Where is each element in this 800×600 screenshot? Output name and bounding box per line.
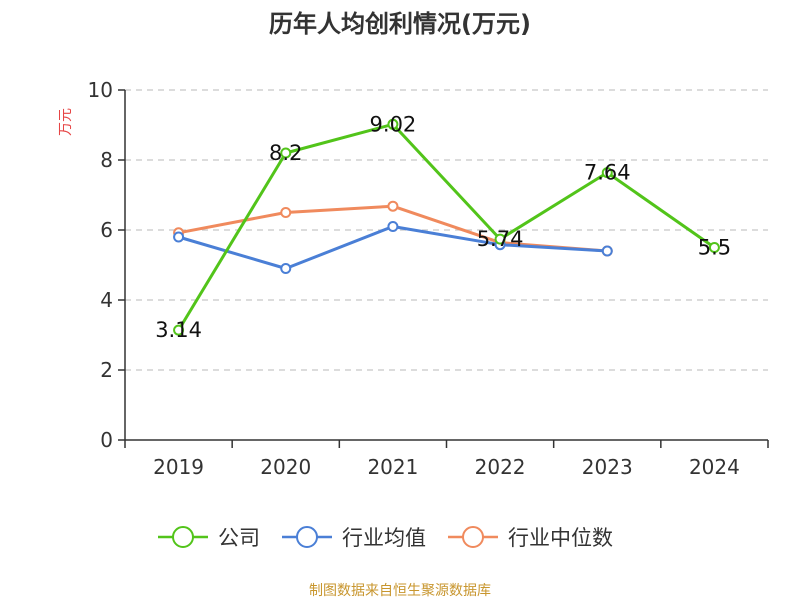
data-point[interactable] <box>387 200 399 212</box>
data-label: 5.74 <box>477 227 524 251</box>
legend-label: 公司 <box>218 526 260 550</box>
data-point[interactable] <box>387 118 399 130</box>
data-point[interactable] <box>173 231 185 243</box>
data-point[interactable] <box>387 221 399 232</box>
data-point[interactable] <box>601 245 613 257</box>
data-point[interactable] <box>708 242 720 253</box>
data-point[interactable] <box>280 207 292 218</box>
data-label: 5.5 <box>698 236 731 260</box>
legend-label: 行业中位数 <box>508 526 613 550</box>
y-tick-label: 2 <box>100 358 113 382</box>
legend: 公司 行业均值 行业中位数 <box>158 526 613 550</box>
data-point[interactable] <box>280 147 292 159</box>
data-label: 7.64 <box>584 161 631 185</box>
data-label: 9.02 <box>370 112 417 136</box>
series-line <box>177 122 716 332</box>
y-tick-label: 6 <box>100 218 113 242</box>
series-line <box>177 225 609 270</box>
series-layer <box>173 118 720 336</box>
y-tick-label: 10 <box>88 78 113 102</box>
x-tick-label: 2021 <box>367 455 418 479</box>
x-tick-label: 2020 <box>260 455 311 479</box>
x-tick-label: 2023 <box>582 455 633 479</box>
y-axis-label: 万元 <box>58 108 74 136</box>
y-tick-label: 4 <box>100 288 113 312</box>
legend-marker <box>172 526 194 548</box>
legend-marker <box>462 526 484 548</box>
data-point[interactable] <box>173 324 185 336</box>
x-tick-label: 2024 <box>689 455 740 479</box>
legend-item[interactable]: 行业中位数 <box>448 526 613 550</box>
grid <box>125 89 768 371</box>
data-labels: 3.14 8.2 9.02 5.74 7.64 5.5 <box>155 112 731 342</box>
data-point[interactable] <box>280 263 292 274</box>
data-point[interactable] <box>494 233 506 245</box>
data-label: 3.14 <box>155 318 202 342</box>
legend-label: 行业均值 <box>342 526 426 550</box>
axes: 0 2 4 6 8 10 2019 2020 2021 2022 2023 2024 <box>88 78 769 479</box>
y-tick-label: 0 <box>100 428 113 452</box>
source-note: 制图数据来自恒生聚源数据库 <box>309 583 491 599</box>
data-label: 8.2 <box>269 141 302 165</box>
chart-title: 历年人均创利情况(万元) <box>269 10 531 38</box>
x-tick-label: 2022 <box>475 455 526 479</box>
y-tick-label: 8 <box>100 148 113 172</box>
legend-item[interactable]: 公司 <box>158 526 260 550</box>
data-point[interactable] <box>601 167 613 179</box>
legend-marker <box>296 526 318 548</box>
legend-item[interactable]: 行业均值 <box>282 526 426 550</box>
x-tick-label: 2019 <box>153 455 204 479</box>
